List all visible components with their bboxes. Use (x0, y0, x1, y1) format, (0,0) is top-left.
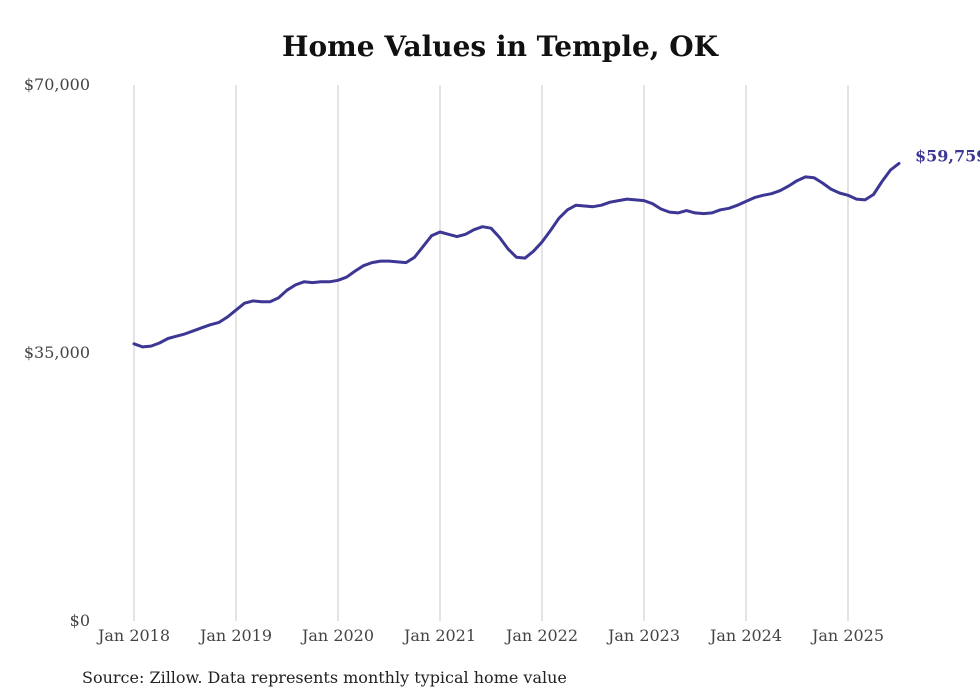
series-line (132, 161, 901, 349)
x-tick-label: Jan 2020 (300, 626, 374, 645)
y-tick-label: $70,000 (24, 75, 90, 94)
y-tick-label: $0 (70, 611, 90, 630)
series-layer (132, 161, 901, 349)
x-tick-label: Jan 2021 (402, 626, 476, 645)
x-tick-label: Jan 2018 (96, 626, 170, 645)
end-value-label: $59,759 (915, 146, 980, 165)
end-label-layer: $59,759 (915, 146, 980, 165)
y-axis-ticks: $0 $35,000 $70,000 (24, 75, 90, 630)
gridlines (133, 85, 849, 621)
x-tick-label: Jan 2022 (504, 626, 578, 645)
y-tick-label: $35,000 (24, 343, 90, 362)
x-tick-label: Jan 2024 (708, 626, 782, 645)
chart-title: Home Values in Temple, OK (282, 30, 718, 63)
x-tick-label: Jan 2019 (198, 626, 272, 645)
x-tick-label: Jan 2023 (606, 626, 680, 645)
source-note: Source: Zillow. Data represents monthly … (82, 668, 567, 687)
x-axis-ticks: Jan 2018 Jan 2019 Jan 2020 Jan 2021 Jan 2022… (96, 626, 884, 645)
x-tick-label: Jan 2025 (810, 626, 884, 645)
